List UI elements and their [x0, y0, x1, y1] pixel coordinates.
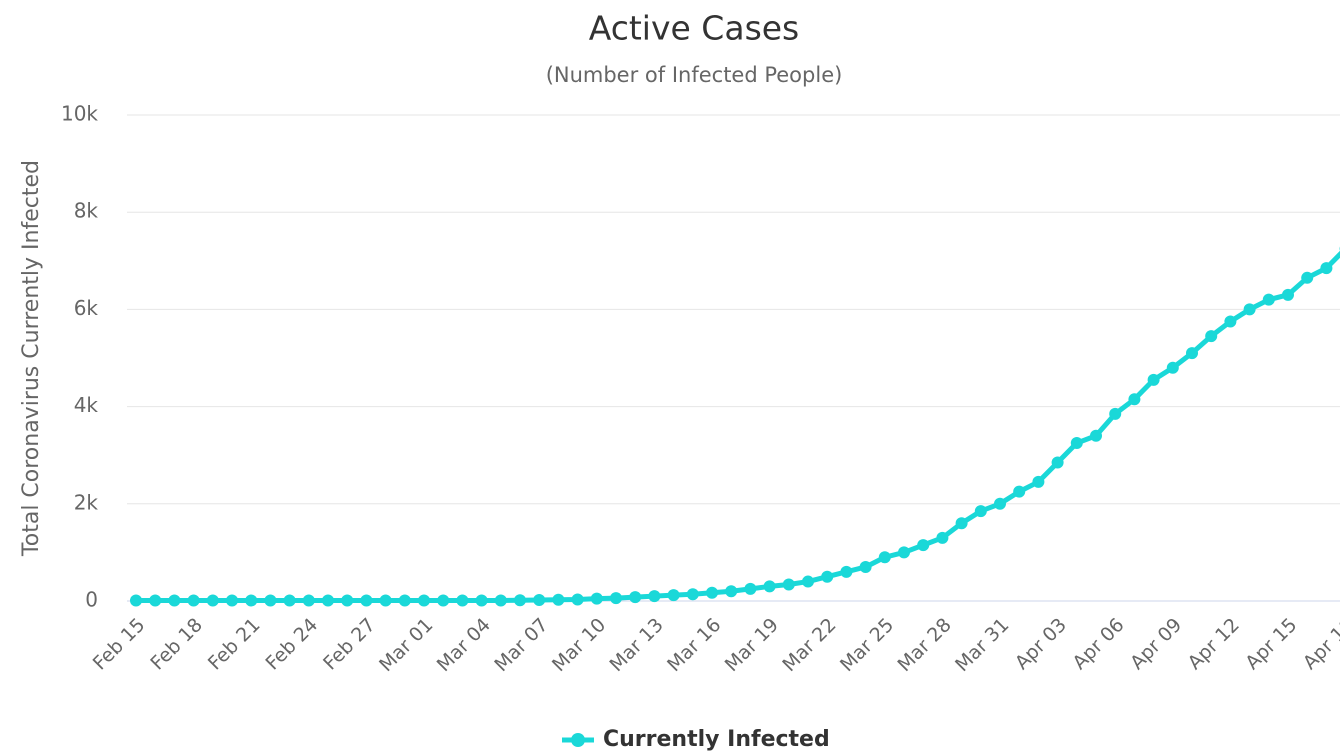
x-tick-label: Mar 04	[433, 614, 495, 676]
point	[533, 594, 546, 607]
point	[149, 594, 162, 607]
point	[1243, 303, 1256, 316]
point	[898, 546, 910, 559]
point	[840, 565, 853, 578]
point	[264, 594, 277, 607]
point	[955, 517, 968, 530]
legend-marker	[571, 733, 585, 747]
point	[1301, 271, 1314, 284]
point	[1090, 429, 1102, 442]
point	[1051, 456, 1064, 469]
point	[917, 539, 930, 552]
point	[802, 575, 814, 588]
point	[283, 594, 296, 607]
point	[552, 593, 565, 606]
point	[341, 594, 354, 607]
point	[475, 594, 488, 607]
x-tick-label: Feb 27	[319, 614, 380, 675]
y-tick-label: 2k	[74, 490, 99, 514]
point	[974, 505, 987, 518]
x-tick-label: Apr 06	[1068, 614, 1128, 674]
point	[878, 551, 891, 564]
point	[360, 594, 373, 607]
point	[763, 580, 776, 593]
point	[571, 593, 584, 606]
x-tick-label: Apr 03	[1011, 614, 1071, 674]
x-tick-label: Mar 13	[606, 614, 668, 676]
point	[456, 594, 469, 607]
x-tick-label: Apr 18	[1299, 614, 1340, 674]
y-axis-label: Total Coronavirus Currently Infected	[19, 160, 44, 557]
x-tick-label: Apr 12	[1184, 614, 1244, 674]
point	[1166, 361, 1179, 374]
point	[1224, 315, 1237, 328]
line	[136, 250, 1340, 604]
y-tick-label: 10k	[61, 102, 98, 126]
chart-subtitle: (Number of Infected People)	[546, 63, 843, 87]
x-tick-label: Feb 21	[204, 614, 265, 675]
x-tick-label: Apr 15	[1241, 614, 1301, 674]
x-tick-label: Feb 15	[89, 614, 150, 675]
point	[1128, 393, 1141, 406]
point	[1186, 347, 1198, 360]
point	[168, 594, 181, 607]
point	[322, 594, 334, 607]
y-tick-label: 8k	[74, 199, 99, 223]
x-tick-label: Mar 22	[778, 614, 840, 676]
point	[821, 570, 834, 583]
point	[206, 594, 219, 607]
point	[1282, 288, 1294, 301]
point	[302, 594, 315, 607]
point	[494, 594, 507, 607]
x-tick-label: Mar 10	[548, 614, 610, 676]
point	[744, 582, 757, 595]
legend-label: Currently Infected	[603, 727, 830, 752]
x-tick-label: Mar 31	[951, 614, 1013, 676]
chart-title: Active Cases	[589, 9, 800, 48]
x-tick-label: Apr 09	[1126, 614, 1186, 674]
point	[1109, 407, 1122, 420]
point	[1070, 437, 1083, 450]
point	[610, 592, 622, 605]
x-tick-label: Feb 24	[262, 614, 323, 675]
point	[226, 594, 238, 607]
point	[187, 594, 200, 607]
point	[706, 586, 718, 599]
point	[859, 560, 872, 573]
x-tick-label: Feb 18	[146, 614, 207, 675]
point	[686, 588, 699, 601]
point	[994, 497, 1006, 510]
point	[1205, 330, 1218, 343]
point	[629, 591, 642, 604]
point	[130, 594, 142, 607]
point	[936, 531, 949, 544]
point	[667, 589, 680, 602]
x-tick-label: Mar 01	[375, 614, 437, 676]
point	[379, 594, 392, 607]
x-tick-label: Mar 28	[894, 614, 956, 676]
point	[590, 592, 603, 605]
point	[1013, 485, 1026, 498]
x-tick-label: Mar 25	[836, 614, 898, 676]
point	[514, 594, 526, 607]
point	[1147, 373, 1160, 386]
x-tick-label: Mar 16	[663, 614, 725, 676]
point	[648, 590, 661, 603]
x-tick-label: Mar 19	[721, 614, 783, 676]
point	[418, 594, 430, 607]
y-tick-label: 4k	[74, 393, 99, 417]
point	[725, 585, 738, 598]
point	[437, 594, 450, 607]
y-tick-label: 0	[85, 588, 98, 612]
point	[782, 578, 795, 591]
y-tick-label: 6k	[74, 296, 99, 320]
x-tick-label: Mar 07	[490, 614, 552, 676]
point	[245, 594, 258, 607]
point	[1262, 293, 1275, 306]
point	[1320, 262, 1333, 275]
point	[1032, 475, 1045, 488]
point	[398, 594, 411, 607]
